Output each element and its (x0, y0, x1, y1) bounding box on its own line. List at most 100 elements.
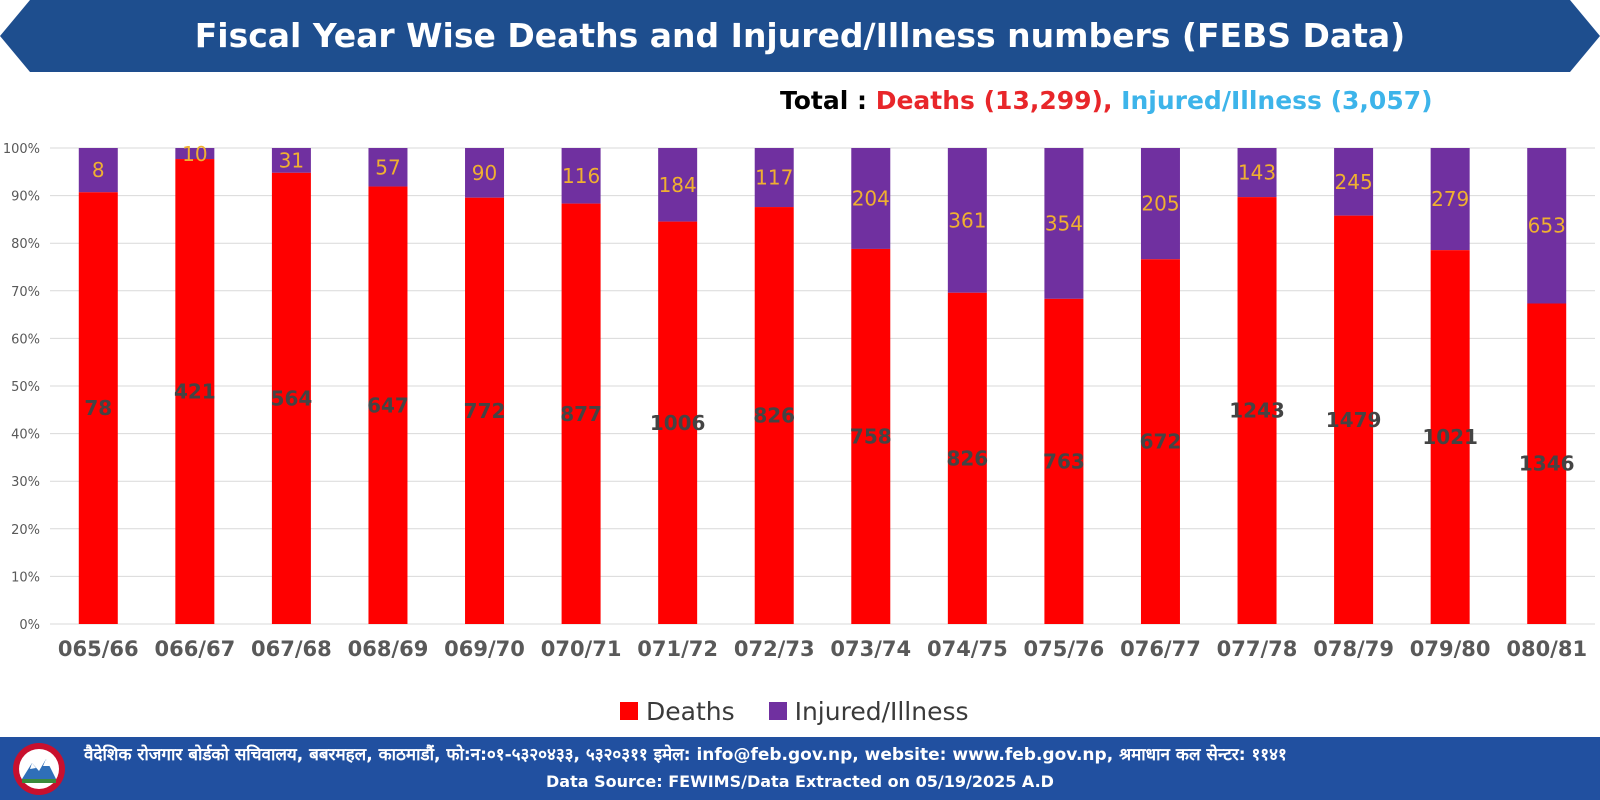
bar-injured (561, 148, 601, 204)
data-label-deaths: 1346 (1519, 452, 1575, 476)
data-label-deaths: 1021 (1422, 425, 1478, 449)
y-tick-label: 70% (11, 285, 40, 300)
x-tick-label: 069/70 (444, 637, 525, 661)
bar-deaths (1237, 197, 1277, 624)
data-label-injured: 8 (92, 158, 105, 182)
bar-injured (271, 148, 311, 173)
bar-injured (1140, 148, 1180, 260)
data-label-injured: 117 (755, 166, 793, 190)
y-tick-label: 30% (11, 475, 40, 490)
bar-deaths (754, 207, 794, 624)
totals-summary: Total : Deaths (13,299), Injured/Illness… (780, 86, 1433, 115)
data-label-injured: 90 (472, 161, 497, 185)
data-label-injured: 57 (375, 155, 400, 179)
totals-deaths: Deaths (13,299), (875, 86, 1113, 115)
bar-injured (1334, 148, 1374, 216)
chart-legend: Deaths Injured/Illness (620, 697, 995, 726)
totals-injured: Injured/Illness (3,057) (1121, 86, 1433, 115)
data-label-deaths: 1006 (650, 411, 706, 435)
data-label-injured: 204 (852, 186, 890, 210)
bar-injured (175, 148, 215, 160)
data-label-deaths: 421 (174, 380, 216, 404)
data-label-injured: 31 (279, 148, 304, 172)
bar-deaths (658, 221, 698, 624)
bar-deaths (851, 248, 891, 625)
data-label-deaths: 758 (850, 424, 892, 448)
data-label-deaths: 1243 (1229, 399, 1285, 423)
bar-injured (754, 148, 794, 208)
bar-injured (1044, 148, 1084, 299)
x-tick-label: 075/76 (1024, 637, 1105, 661)
bar-deaths (78, 192, 118, 625)
data-label-deaths: 763 (1043, 449, 1085, 473)
legend-swatch-injured (768, 702, 787, 720)
bar-injured (658, 148, 698, 222)
bar-injured (368, 148, 408, 187)
page-title: Fiscal Year Wise Deaths and Injured/Illn… (194, 16, 1406, 55)
legend-item-deaths: Deaths (620, 697, 743, 726)
footer-data-source: Data Source: FEWIMS/Data Extracted on 05… (546, 772, 1054, 791)
legend-label-injured: Injured/Illness (794, 697, 969, 726)
data-label-injured: 653 (1528, 214, 1566, 238)
y-tick-label: 80% (11, 237, 40, 252)
data-label-injured: 361 (948, 208, 986, 232)
x-tick-label: 067/68 (251, 637, 332, 661)
legend-label-deaths: Deaths (646, 697, 735, 726)
x-tick-label: 076/77 (1120, 637, 1201, 661)
data-label-injured: 10 (182, 142, 207, 166)
x-tick-label: 073/74 (830, 637, 911, 661)
y-tick-label: 90% (11, 190, 40, 205)
y-tick-label: 60% (11, 332, 40, 347)
x-tick-label: 066/67 (154, 637, 235, 661)
banner-arrow-shape (0, 0, 1600, 72)
data-label-deaths: 826 (753, 404, 795, 428)
bar-deaths (947, 292, 987, 624)
data-label-deaths: 672 (1140, 430, 1182, 454)
bar-injured (1237, 148, 1277, 198)
bar-injured (78, 148, 118, 193)
data-label-deaths: 564 (271, 386, 313, 410)
data-label-injured: 184 (659, 173, 697, 197)
bar-deaths (368, 186, 408, 624)
bar-deaths (465, 197, 505, 625)
x-tick-label: 068/69 (348, 637, 429, 661)
footer-contact-line: वैदेशिक रोजगार बोर्डको सचिवालय, बबरमहल, … (84, 745, 1287, 765)
data-label-injured: 279 (1431, 187, 1469, 211)
x-tick-label: 070/71 (541, 637, 622, 661)
data-label-injured: 354 (1045, 211, 1083, 235)
bar-injured (947, 148, 987, 293)
x-tick-label: 072/73 (734, 637, 815, 661)
emblem-logo-icon (13, 743, 65, 795)
bar-deaths (1334, 215, 1374, 624)
bar-injured (1430, 148, 1470, 251)
bar-injured (851, 148, 891, 249)
y-tick-label: 20% (11, 523, 40, 538)
x-tick-label: 065/66 (58, 637, 139, 661)
x-tick-label: 071/72 (637, 637, 718, 661)
stacked-bar-chart: 0% 10% 20% 30% 40% 50% 60% 70% 80% 90% 100% 78 8 065/… (3, 142, 1595, 661)
data-label-deaths: 647 (367, 393, 409, 417)
totals-label: Total : (780, 86, 867, 115)
data-label-deaths: 826 (946, 446, 988, 470)
data-label-deaths: 78 (84, 396, 112, 420)
legend-swatch-deaths (620, 702, 638, 720)
bar-deaths (1430, 250, 1470, 624)
bar-deaths (1527, 303, 1567, 624)
data-label-deaths: 1479 (1326, 408, 1382, 432)
y-tick-label: 0% (19, 618, 40, 633)
bar-deaths (175, 159, 215, 625)
y-tick-label: 50% (11, 380, 40, 395)
y-tick-label: 10% (11, 570, 40, 585)
data-label-injured: 116 (562, 164, 600, 188)
x-tick-label: 074/75 (927, 637, 1008, 661)
data-label-injured: 245 (1335, 170, 1373, 194)
bar-deaths (271, 172, 311, 625)
data-label-injured: 205 (1141, 192, 1179, 216)
banner-shape (0, 0, 1600, 72)
bar-deaths (1044, 298, 1084, 624)
data-label-deaths: 772 (464, 399, 506, 423)
data-label-injured: 143 (1238, 161, 1276, 185)
y-tick-label: 40% (11, 428, 40, 443)
bar-deaths (1140, 259, 1180, 624)
x-tick-label: 080/81 (1506, 637, 1587, 661)
